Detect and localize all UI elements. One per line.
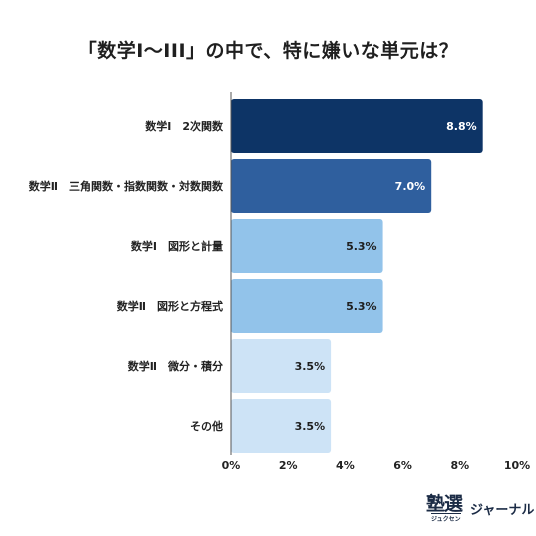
bar-value-label-5: 3.5% bbox=[295, 420, 326, 433]
bar-2 bbox=[231, 219, 383, 273]
chart-title: 「数学I〜III」の中で、特に嫌いな単元は？ bbox=[77, 40, 459, 62]
category-label-2: 数学Ⅰ 図形と計量 bbox=[131, 239, 223, 253]
bar-3 bbox=[231, 279, 383, 333]
category-label-0: 数学Ⅰ 2次関数 bbox=[145, 119, 224, 133]
bar-0 bbox=[231, 99, 483, 153]
bar-value-label-0: 8.8% bbox=[446, 120, 477, 133]
x-tick-label-4: 8% bbox=[450, 459, 469, 472]
category-label-1: 数学Ⅱ 三角関数・指数関数・対数関数 bbox=[29, 179, 224, 193]
category-label-5: その他 bbox=[190, 419, 223, 433]
x-axis-ticks: 0% 2% 4% 6% 8% 10% bbox=[222, 459, 531, 472]
category-label-4: 数学Ⅱ 微分・積分 bbox=[128, 359, 223, 373]
category-label-3: 数学Ⅱ 図形と方程式 bbox=[117, 299, 223, 313]
bars-layer: 8.8% 数学Ⅰ 2次関数 7.0% 数学Ⅱ 三角関数・指数関数・対数関数 5.3% 数学… bbox=[29, 99, 483, 453]
x-tick-label-3: 6% bbox=[393, 459, 412, 472]
bar-4 bbox=[231, 339, 332, 393]
x-tick-label-5: 10% bbox=[504, 459, 530, 472]
bar-value-label-2: 5.3% bbox=[346, 240, 377, 253]
x-tick-label-0: 0% bbox=[222, 459, 241, 472]
logo-text: ジャーナル bbox=[470, 503, 535, 518]
logo-sub: ジュクセン bbox=[431, 513, 461, 523]
x-tick-label-2: 4% bbox=[336, 459, 355, 472]
brand-logo: 塾選 ジュクセン ジャーナル bbox=[426, 489, 536, 525]
x-tick-label-1: 2% bbox=[279, 459, 298, 472]
bar-value-label-1: 7.0% bbox=[395, 180, 426, 193]
bar-1 bbox=[231, 159, 432, 213]
bar-value-label-3: 5.3% bbox=[346, 300, 377, 313]
logo-mark: 塾選 bbox=[426, 493, 463, 515]
bar-5 bbox=[231, 399, 332, 453]
bar-value-label-4: 3.5% bbox=[295, 360, 326, 373]
